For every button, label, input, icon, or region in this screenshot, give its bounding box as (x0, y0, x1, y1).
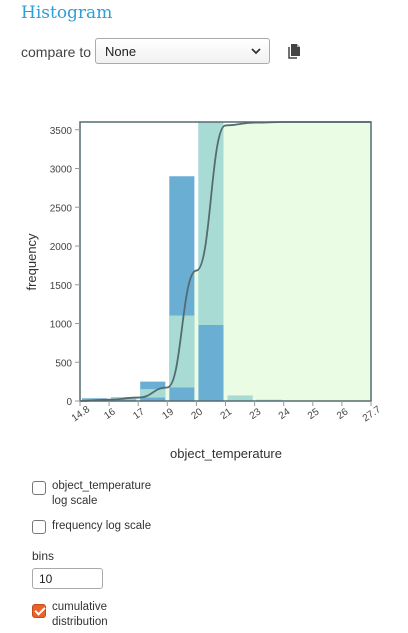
y-tick-label: 1000 (50, 320, 73, 331)
y-tick-label: 500 (55, 358, 72, 369)
log-x-checkbox[interactable] (32, 481, 46, 495)
x-tick-label: 14.8 (70, 404, 93, 424)
y-tick-label: 3000 (50, 165, 73, 176)
x-tick-label: 24 (277, 406, 293, 422)
x-tick-label: 23 (248, 406, 264, 422)
y-tick-label: 1500 (50, 281, 73, 292)
compare-select-value: None (105, 44, 137, 59)
log-x-label-line1: object_temperature (52, 480, 152, 492)
histogram-bar-overlap (227, 395, 253, 401)
bins-input[interactable] (32, 568, 103, 589)
bins-label: bins (32, 549, 55, 563)
x-tick-label: 26 (335, 406, 351, 422)
cumulative-label: cumulative distribution (52, 600, 108, 630)
cumulative-checkbox[interactable] (32, 604, 46, 618)
y-tick-label: 3500 (50, 126, 73, 137)
panel-title: Histogram (21, 3, 113, 23)
y-tick-label: 2000 (50, 242, 73, 253)
y-tick-label: 0 (66, 397, 72, 408)
x-tick-label: 25 (306, 406, 322, 422)
x-tick-label: 16 (102, 406, 118, 422)
copy-icon[interactable] (288, 43, 301, 59)
log-x-label: object_temperature log scale (52, 479, 151, 509)
y-axis-label: frequency (24, 233, 39, 291)
histogram-chart: 0 500 1000 1500 2000 2500 3000 3500 14.8 16 17 19 20… (24, 121, 384, 461)
histogram-bar-overlap (198, 122, 224, 326)
log-x-label-line2: log scale (52, 495, 98, 507)
x-tick-label: 17 (131, 406, 147, 422)
cumulative-label-line1: cumulative (52, 601, 107, 613)
chevron-down-icon (251, 45, 261, 60)
cdf-area (80, 122, 371, 401)
x-tick-label: 20 (190, 406, 206, 422)
log-y-label: frequency log scale (52, 520, 152, 532)
x-tick-label: 19 (160, 406, 176, 422)
compare-select[interactable]: None (95, 38, 270, 64)
cumulative-label-line2: distribution (52, 616, 108, 628)
y-tick-label: 2500 (50, 203, 73, 214)
x-tick-label: 27.7 (361, 404, 384, 424)
log-y-checkbox[interactable] (32, 520, 46, 534)
x-axis-label: object_temperature (170, 446, 282, 461)
x-tick-label: 21 (219, 406, 235, 422)
compare-label: compare to (21, 44, 92, 60)
